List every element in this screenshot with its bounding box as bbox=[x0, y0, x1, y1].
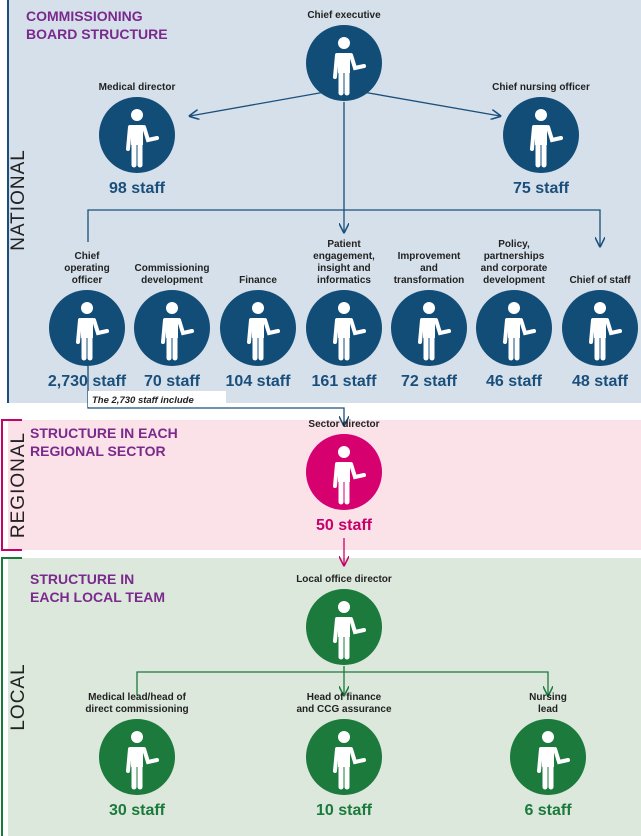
local-bracket bbox=[1, 557, 22, 836]
node-label: Policy, bbox=[498, 239, 530, 250]
node-label: Finance bbox=[239, 275, 277, 286]
node-label: officer bbox=[72, 275, 103, 286]
node-label: development bbox=[141, 275, 203, 286]
section-title: REGIONAL SECTOR bbox=[30, 443, 166, 459]
staff-count: 75 staff bbox=[513, 180, 570, 197]
staff-count: 48 staff bbox=[572, 373, 629, 390]
section-title: EACH LOCAL TEAM bbox=[30, 589, 165, 605]
node-label: Local office director bbox=[296, 574, 392, 585]
staff-count: 161 staff bbox=[312, 373, 378, 390]
node-label: Improvement bbox=[398, 251, 461, 262]
staff-count: 72 staff bbox=[401, 373, 458, 390]
note: The 2,730 staff include bbox=[92, 395, 194, 406]
section-name: LOCAL bbox=[8, 663, 29, 730]
node-label: Head of finance bbox=[307, 692, 382, 703]
node-label: lead bbox=[538, 704, 558, 715]
node-label: and CCG assurance bbox=[296, 704, 391, 715]
node-label: Medical lead/head of bbox=[88, 692, 186, 703]
regional-bracket bbox=[1, 419, 22, 551]
node-label: Sector director bbox=[308, 419, 379, 430]
section-title: STRUCTURE IN bbox=[30, 571, 134, 587]
node-label: and corporate bbox=[481, 263, 548, 274]
node-label: Patient bbox=[327, 239, 361, 250]
node-label: development bbox=[483, 275, 545, 286]
staff-count: 6 staff bbox=[524, 802, 572, 819]
section-name: NATIONAL bbox=[8, 149, 29, 251]
section-name: REGIONAL bbox=[8, 432, 29, 538]
section-title: BOARD STRUCTURE bbox=[26, 26, 168, 42]
node-label: operating bbox=[64, 263, 110, 274]
node-label: Chief executive bbox=[307, 10, 381, 21]
node-label: Commissioning bbox=[134, 263, 209, 274]
node-label: partnerships bbox=[484, 251, 545, 262]
node-label: engagement, bbox=[313, 251, 375, 262]
staff-count: 2,730 staff bbox=[48, 373, 127, 390]
node-label: Medical director bbox=[99, 82, 176, 93]
national-connectors bbox=[87, 91, 600, 425]
staff-count: 50 staff bbox=[316, 517, 373, 534]
node-label: transformation bbox=[394, 275, 465, 286]
section-title: COMMISSIONING bbox=[26, 8, 143, 24]
staff-count: 70 staff bbox=[144, 373, 201, 390]
staff-count: 46 staff bbox=[486, 373, 543, 390]
node-label: and bbox=[420, 263, 438, 274]
staff-count: 30 staff bbox=[109, 802, 166, 819]
node-label: Chief nursing officer bbox=[492, 82, 590, 93]
section-title: STRUCTURE IN EACH bbox=[30, 425, 178, 441]
note-box bbox=[88, 391, 226, 407]
node-label: direct commissioning bbox=[85, 704, 188, 715]
local-connectors bbox=[136, 666, 548, 695]
staff-count: 104 staff bbox=[226, 373, 292, 390]
staff-count: 10 staff bbox=[316, 802, 373, 819]
node-label: insight and bbox=[317, 263, 370, 274]
node-label: informatics bbox=[317, 275, 371, 286]
node-label: Chief of staff bbox=[569, 275, 631, 286]
node-label: Nursing bbox=[529, 692, 567, 703]
staff-count: 98 staff bbox=[109, 180, 166, 197]
node-label: Chief bbox=[75, 251, 101, 262]
